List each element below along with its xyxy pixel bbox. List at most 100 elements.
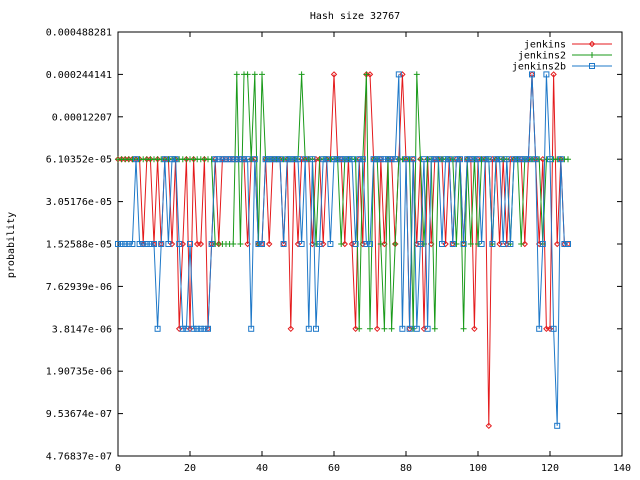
data-point-jenkins2b (345, 156, 352, 163)
data-point-jenkins2 (363, 71, 370, 78)
data-point-jenkins2b (406, 325, 413, 332)
data-point-jenkins (496, 240, 503, 248)
series-line-jenkins2b (118, 74, 568, 426)
data-point-jenkins2b (176, 240, 183, 247)
data-point-jenkins (330, 71, 338, 78)
data-point-jenkins2b (399, 325, 406, 332)
data-point-jenkins2b (374, 156, 381, 163)
legend-marker-jenkins (588, 40, 596, 48)
data-point-jenkins2b (183, 325, 190, 332)
data-point-jenkins2b (219, 156, 226, 163)
data-point-jenkins2b (367, 240, 373, 247)
data-point-jenkins2b (295, 156, 301, 163)
data-point-jenkins2b (356, 156, 363, 163)
series-line-jenkins2 (118, 73, 568, 329)
data-point-jenkins2b (428, 156, 435, 163)
data-point-jenkins2b (208, 240, 215, 247)
data-point-jenkins2 (460, 325, 467, 332)
data-point-jenkins2b (421, 156, 427, 163)
y-tick-label: 0.000488281 (46, 28, 112, 39)
data-point-jenkins2 (410, 325, 417, 332)
data-point-jenkins2b (338, 156, 345, 163)
data-point-jenkins2b (453, 156, 460, 163)
data-point-jenkins2b (403, 156, 409, 163)
data-point-jenkins2b (395, 71, 402, 78)
legend-label-jenkins2b: jenkins2b (512, 62, 566, 73)
data-point-jenkins2b (190, 325, 197, 332)
x-tick-label: 80 (400, 463, 412, 474)
data-point-jenkins (373, 325, 381, 333)
data-point-jenkins (550, 71, 557, 78)
data-point-jenkins2b (460, 240, 467, 247)
data-point-jenkins2b (147, 240, 154, 247)
data-point-jenkins2b (478, 240, 485, 247)
x-tick-label: 0 (115, 463, 121, 474)
data-point-jenkins (197, 240, 205, 248)
data-point-jenkins (287, 325, 295, 333)
data-point-jenkins2b (471, 156, 478, 163)
data-point-jenkins2 (298, 71, 305, 78)
data-point-jenkins2b (309, 156, 316, 163)
axis-ticks: 0 20 40 60 80 100 120 140 4.76837e-07 9.53674e-07… (46, 28, 631, 475)
data-point-jenkins2 (475, 241, 481, 247)
data-point-jenkins2b (557, 156, 564, 163)
data-point-jenkins2 (338, 241, 345, 247)
data-point-jenkins2b (424, 325, 431, 332)
data-point-jenkins2b (554, 422, 561, 429)
legend-marker-jenkins2 (589, 52, 595, 58)
data-point-jenkins (546, 325, 554, 333)
data-point-jenkins2 (453, 241, 460, 247)
data-point-jenkins2b (547, 156, 553, 163)
series-layer (114, 71, 572, 430)
data-point-jenkins2b (284, 156, 291, 163)
data-point-jenkins2 (377, 241, 384, 247)
data-point-jenkins2b (248, 325, 255, 332)
data-point-jenkins2b (467, 156, 474, 163)
data-point-jenkins2b (291, 156, 298, 163)
data-point-jenkins2b (410, 156, 417, 163)
data-point-jenkins2b (439, 240, 445, 247)
y-tick-label: 4.76837e-07 (46, 452, 112, 463)
data-point-jenkins2b (320, 156, 327, 163)
data-point-jenkins2b (482, 156, 489, 163)
data-point-jenkins2b (187, 240, 193, 247)
data-point-jenkins (521, 240, 529, 248)
data-point-jenkins2b (197, 325, 204, 332)
data-point-jenkins2 (431, 325, 438, 332)
data-point-jenkins2b (525, 156, 532, 163)
data-point-jenkins2b (205, 325, 211, 332)
data-point-jenkins2 (244, 71, 251, 78)
data-point-jenkins2b (442, 156, 449, 163)
y-tick-label: 3.05176e-05 (46, 197, 112, 208)
data-point-jenkins2 (237, 241, 244, 247)
data-point-jenkins2b (359, 156, 366, 163)
y-axis-label: probability (6, 212, 17, 278)
data-point-jenkins2 (413, 71, 420, 78)
data-point-jenkins2 (356, 325, 363, 332)
data-point-jenkins2b (273, 156, 280, 163)
x-tick-label: 120 (541, 463, 559, 474)
data-point-jenkins2b (417, 240, 424, 247)
data-point-jenkins2b (230, 156, 237, 163)
data-point-jenkins2b (431, 156, 438, 163)
data-point-jenkins2b (464, 156, 471, 163)
data-point-jenkins2b (169, 156, 175, 163)
data-point-jenkins2b (496, 156, 503, 163)
data-point-jenkins2b (143, 240, 150, 247)
legend-label-jenkins: jenkins (524, 40, 566, 51)
series-jenkins2b (115, 71, 571, 429)
data-point-jenkins2 (251, 71, 258, 78)
data-point-jenkins2b (334, 156, 341, 163)
data-point-jenkins2b (302, 156, 309, 163)
data-point-jenkins (420, 325, 428, 333)
data-point-jenkins (348, 240, 356, 248)
data-point-jenkins2b (269, 156, 276, 163)
data-point-jenkins (553, 240, 561, 248)
data-point-jenkins2b (352, 240, 359, 247)
data-point-jenkins2b (449, 240, 456, 247)
data-point-jenkins2 (449, 156, 456, 163)
data-point-jenkins2b (518, 156, 525, 163)
data-point-jenkins2b (363, 240, 370, 247)
y-tick-label: 0.000244141 (46, 70, 112, 81)
x-tick-label: 20 (184, 463, 196, 474)
